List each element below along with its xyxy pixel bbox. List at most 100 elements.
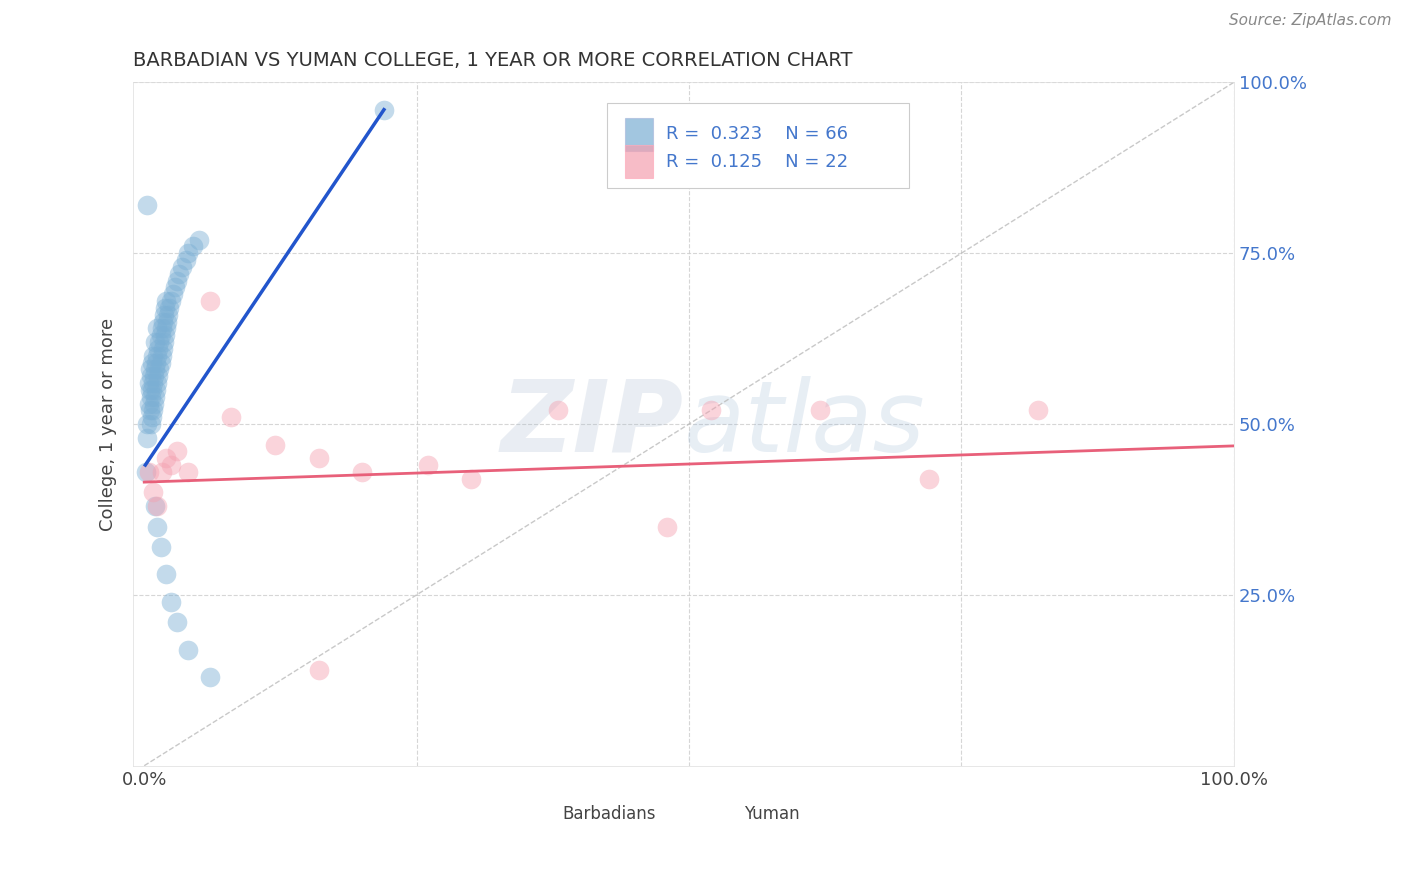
Point bbox=[308, 663, 330, 677]
Point bbox=[150, 349, 173, 363]
Text: R =  0.323    N = 66: R = 0.323 N = 66 bbox=[666, 125, 848, 144]
Point bbox=[139, 417, 162, 431]
Text: BARBADIAN VS YUMAN COLLEGE, 1 YEAR OR MORE CORRELATION CHART: BARBADIAN VS YUMAN COLLEGE, 1 YEAR OR MO… bbox=[134, 51, 853, 70]
Point bbox=[148, 369, 170, 384]
Point bbox=[148, 362, 170, 376]
Point bbox=[145, 355, 167, 369]
Point bbox=[166, 615, 188, 630]
Point bbox=[146, 321, 169, 335]
Point bbox=[157, 301, 180, 315]
FancyBboxPatch shape bbox=[626, 118, 652, 151]
Point bbox=[139, 390, 162, 404]
Point bbox=[160, 293, 183, 308]
Point bbox=[160, 595, 183, 609]
Point bbox=[136, 198, 159, 212]
Point bbox=[141, 410, 163, 425]
Point bbox=[308, 451, 330, 466]
Point bbox=[156, 314, 179, 328]
Point bbox=[141, 383, 163, 397]
Point bbox=[177, 642, 200, 657]
Point bbox=[146, 519, 169, 533]
Text: R =  0.125    N = 22: R = 0.125 N = 22 bbox=[666, 153, 848, 170]
Point bbox=[136, 417, 159, 431]
Point bbox=[143, 499, 166, 513]
Point bbox=[657, 519, 679, 533]
Point bbox=[138, 465, 160, 479]
Point bbox=[142, 349, 165, 363]
Point bbox=[138, 376, 160, 390]
FancyBboxPatch shape bbox=[706, 805, 737, 824]
Point bbox=[187, 233, 209, 247]
Point bbox=[157, 308, 180, 322]
Text: Source: ZipAtlas.com: Source: ZipAtlas.com bbox=[1229, 13, 1392, 29]
Point bbox=[146, 349, 169, 363]
Point bbox=[198, 670, 221, 684]
Point bbox=[352, 465, 374, 479]
Point bbox=[135, 465, 157, 479]
Point bbox=[146, 499, 169, 513]
Point bbox=[177, 465, 200, 479]
Point bbox=[136, 431, 159, 445]
Point bbox=[153, 301, 176, 315]
Text: atlas: atlas bbox=[683, 376, 925, 473]
Point bbox=[139, 369, 162, 384]
Point bbox=[149, 328, 172, 343]
Point bbox=[143, 362, 166, 376]
Point bbox=[143, 369, 166, 384]
Point bbox=[153, 308, 176, 322]
Point bbox=[152, 314, 174, 328]
Point bbox=[141, 355, 163, 369]
Point bbox=[264, 437, 287, 451]
Point bbox=[460, 472, 482, 486]
Point bbox=[162, 287, 184, 301]
Point bbox=[155, 451, 177, 466]
Point bbox=[138, 362, 160, 376]
Point bbox=[148, 342, 170, 356]
Point bbox=[143, 396, 166, 410]
Point bbox=[142, 403, 165, 417]
Point bbox=[808, 403, 831, 417]
Point bbox=[146, 376, 169, 390]
Point bbox=[198, 293, 221, 308]
Point bbox=[163, 280, 186, 294]
FancyBboxPatch shape bbox=[606, 103, 910, 188]
Point bbox=[155, 293, 177, 308]
Point bbox=[172, 260, 194, 274]
Point bbox=[918, 472, 941, 486]
Point bbox=[150, 465, 173, 479]
Y-axis label: College, 1 year or more: College, 1 year or more bbox=[100, 318, 117, 531]
Point bbox=[160, 458, 183, 472]
Point bbox=[149, 355, 172, 369]
Point bbox=[142, 376, 165, 390]
Point bbox=[142, 485, 165, 500]
Text: Barbadians: Barbadians bbox=[562, 805, 657, 823]
Point bbox=[547, 403, 569, 417]
Point bbox=[221, 410, 243, 425]
Point bbox=[155, 321, 177, 335]
Point bbox=[149, 540, 172, 554]
Point bbox=[145, 383, 167, 397]
Point bbox=[148, 334, 170, 349]
Point bbox=[155, 567, 177, 582]
Text: ZIP: ZIP bbox=[501, 376, 683, 473]
FancyBboxPatch shape bbox=[626, 145, 652, 178]
FancyBboxPatch shape bbox=[524, 805, 555, 824]
Point bbox=[150, 321, 173, 335]
Point bbox=[181, 239, 204, 253]
Point bbox=[143, 390, 166, 404]
Point bbox=[166, 444, 188, 458]
Point bbox=[138, 396, 160, 410]
Point bbox=[177, 246, 200, 260]
Point bbox=[373, 103, 395, 117]
Point bbox=[1026, 403, 1049, 417]
Point bbox=[174, 253, 197, 268]
Text: Yuman: Yuman bbox=[744, 805, 800, 823]
Point bbox=[152, 342, 174, 356]
Point bbox=[153, 334, 176, 349]
Point bbox=[138, 403, 160, 417]
Point bbox=[167, 267, 190, 281]
Point bbox=[153, 328, 176, 343]
Point bbox=[700, 403, 723, 417]
Point bbox=[416, 458, 439, 472]
Point bbox=[166, 273, 188, 287]
